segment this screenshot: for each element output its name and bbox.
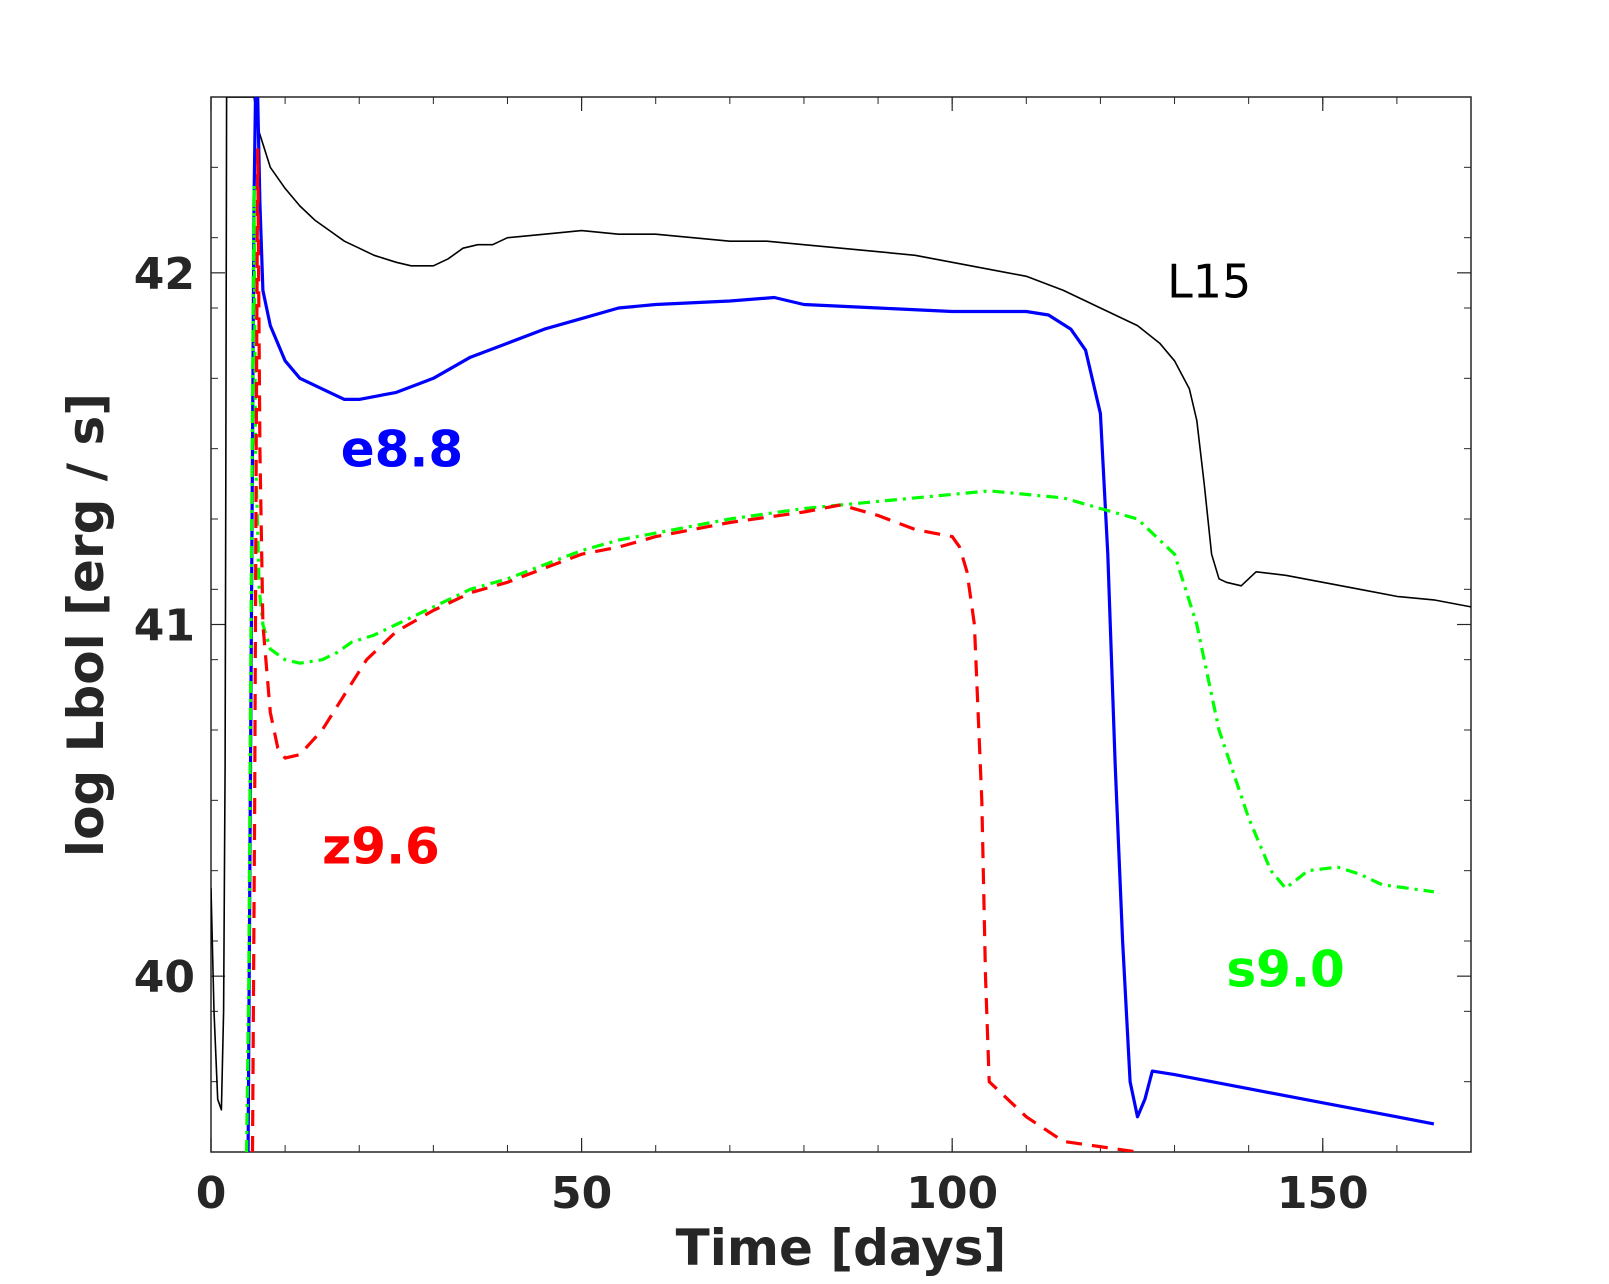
series-label-e8-8: e8.8 <box>341 420 464 478</box>
major-ticks <box>210 97 1471 1152</box>
series-label-L15: L15 <box>1167 254 1251 308</box>
series-label-s9-0: s9.0 <box>1226 941 1344 999</box>
series-label-z9-6: z9.6 <box>322 818 440 876</box>
x-tick-label: 50 <box>551 1168 612 1219</box>
y-tick-label: 40 <box>134 952 195 1003</box>
x-tick-label: 0 <box>196 1168 227 1219</box>
y-axis-title: log Lbol [erg / s] <box>57 393 115 857</box>
y-tick-label: 41 <box>134 601 195 652</box>
series-lines <box>211 97 1471 1152</box>
x-tick-label: 150 <box>1277 1168 1369 1219</box>
series-line-s9-0 <box>245 183 1435 1152</box>
series-line-e8-8 <box>246 97 1435 1152</box>
series-line-L15 <box>211 97 1471 1111</box>
x-axis-title: Time [days] <box>676 1219 1007 1277</box>
series-line-z9-6 <box>250 148 1138 1152</box>
y-tick-labels: 40 41 42 <box>134 249 195 1003</box>
series-annotations: L15 e8.8 z9.6 s9.0 <box>322 254 1345 998</box>
x-tick-labels: 0 50 100 150 <box>196 1168 1369 1219</box>
y-tick-label: 42 <box>134 249 195 300</box>
x-tick-label: 100 <box>906 1168 998 1219</box>
